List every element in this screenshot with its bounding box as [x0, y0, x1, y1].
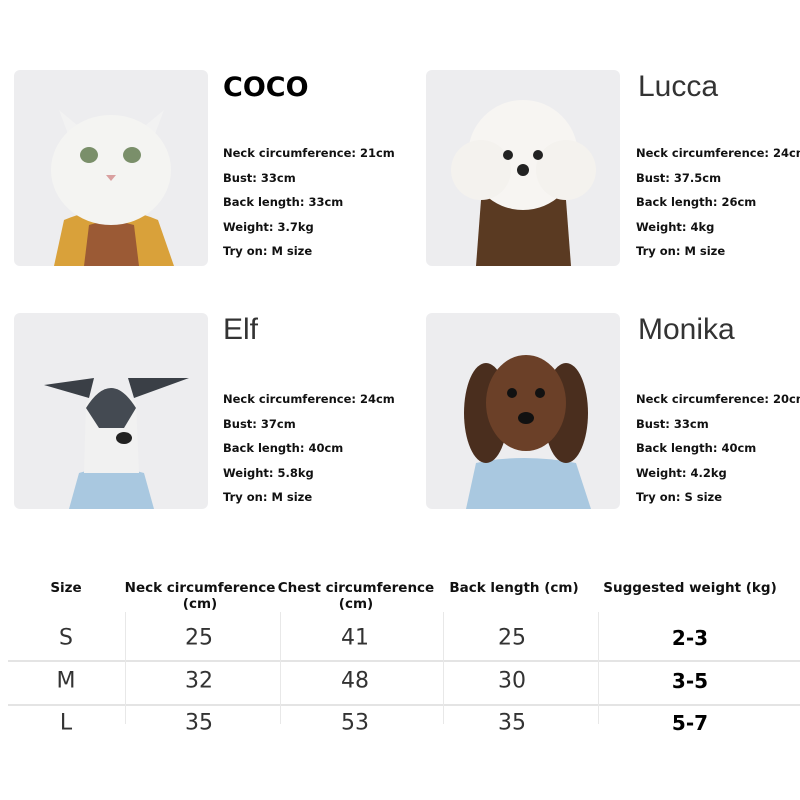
- greyhound-photo: [14, 313, 208, 509]
- cell-back-length: 30: [498, 668, 526, 694]
- stat-neck: Neck circumference: 24cm: [636, 146, 800, 160]
- stat-neck: Neck circumference: 24cm: [223, 392, 395, 406]
- stat-back-length: Back length: 40cm: [636, 441, 757, 456]
- row-divider: [8, 704, 800, 706]
- stat-weight: Weight: 4kg: [636, 219, 715, 234]
- cell-chest: 48: [341, 668, 369, 694]
- pet-stats: Neck circumference: 24cm Bust: 37cm Back…: [223, 387, 395, 510]
- cell-size: L: [59, 710, 73, 736]
- pet-stats: Neck circumference: 20cm Bust: 33cm Back…: [636, 387, 800, 510]
- stat-neck: Neck circumference: 21cm: [223, 146, 395, 160]
- cell-neck: 25: [185, 625, 213, 651]
- cell-chest: 41: [341, 625, 369, 651]
- poodle-photo: [426, 70, 620, 266]
- cell-size: M: [56, 668, 76, 694]
- header-weight: Suggested weight (kg): [603, 580, 777, 596]
- cell-back-length: 35: [498, 710, 526, 736]
- cell-chest: 53: [341, 710, 369, 736]
- pet-name: Lucca: [638, 70, 719, 103]
- column-divider: [125, 612, 126, 724]
- stat-try-on: Try on: M size: [223, 244, 313, 259]
- stat-bust: Bust: 33cm: [636, 416, 709, 431]
- column-divider: [280, 612, 281, 724]
- header-chest: Chest circumference (cm): [277, 580, 435, 612]
- pet-stats: Neck circumference: 24cm Bust: 37.5cm Ba…: [636, 141, 800, 264]
- cell-neck: 32: [185, 668, 213, 694]
- pet-stats: Neck circumference: 21cm Bust: 33cm Back…: [223, 141, 395, 264]
- stat-neck: Neck circumference: 20cm: [636, 392, 800, 406]
- header-neck: Neck circumference (cm): [124, 580, 276, 612]
- stat-weight: Weight: 3.7kg: [223, 219, 314, 234]
- cat-photo: [14, 70, 208, 266]
- dachshund-photo: [426, 313, 620, 509]
- stat-bust: Bust: 37cm: [223, 416, 296, 431]
- cell-weight: 5-7: [671, 711, 709, 735]
- stat-back-length: Back length: 33cm: [223, 195, 344, 210]
- cell-weight: 3-5: [671, 669, 709, 693]
- column-divider: [598, 612, 599, 724]
- stat-bust: Bust: 37.5cm: [636, 170, 722, 185]
- stat-back-length: Back length: 40cm: [223, 441, 344, 456]
- stat-bust: Bust: 33cm: [223, 170, 296, 185]
- column-divider: [443, 612, 444, 724]
- stat-try-on: Try on: M size: [223, 490, 313, 505]
- cell-weight: 2-3: [671, 626, 709, 650]
- stat-weight: Weight: 5.8kg: [223, 465, 314, 480]
- stat-try-on: Try on: M size: [636, 244, 726, 259]
- pet-name: COCO: [223, 72, 309, 103]
- stat-back-length: Back length: 26cm: [636, 195, 757, 210]
- row-divider: [8, 660, 800, 662]
- stat-weight: Weight: 4.2kg: [636, 465, 727, 480]
- header-back-length: Back length (cm): [449, 580, 579, 596]
- pet-name: Monika: [638, 313, 735, 346]
- pet-name: Elf: [223, 313, 259, 346]
- cell-size: S: [59, 625, 73, 651]
- cell-neck: 35: [185, 710, 213, 736]
- cell-back-length: 25: [498, 625, 526, 651]
- stat-try-on: Try on: S size: [636, 490, 723, 505]
- header-size: Size: [50, 580, 82, 596]
